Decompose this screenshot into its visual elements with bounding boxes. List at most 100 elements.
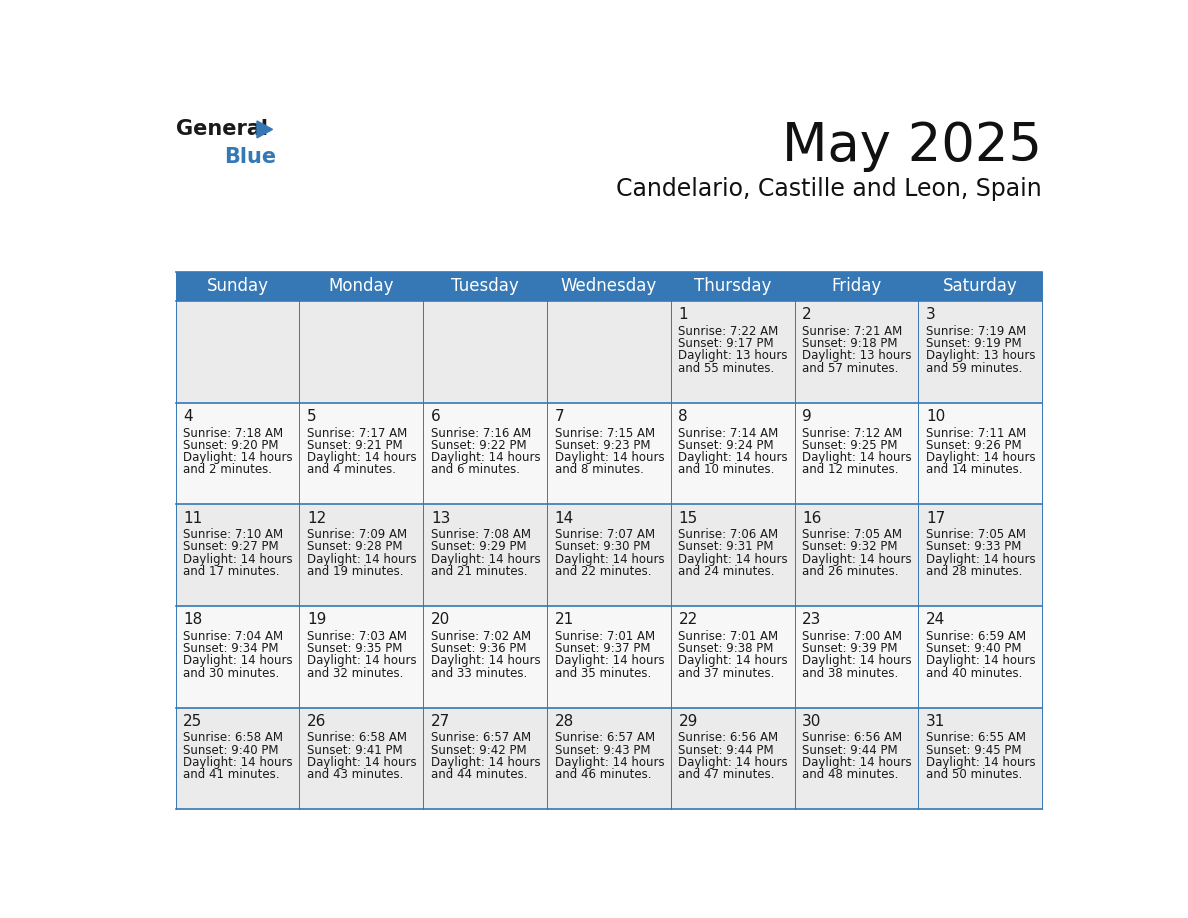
Text: Daylight: 14 hours: Daylight: 14 hours xyxy=(555,655,664,667)
Text: Sunset: 9:34 PM: Sunset: 9:34 PM xyxy=(183,642,279,655)
Text: Daylight: 14 hours: Daylight: 14 hours xyxy=(431,655,541,667)
Bar xyxy=(176,301,299,403)
Text: 17: 17 xyxy=(927,510,946,526)
Text: 5: 5 xyxy=(308,409,317,424)
Text: Sunrise: 7:08 AM: Sunrise: 7:08 AM xyxy=(431,528,531,542)
Text: Sunset: 9:35 PM: Sunset: 9:35 PM xyxy=(308,642,403,655)
Text: Daylight: 14 hours: Daylight: 14 hours xyxy=(431,553,541,565)
Text: Sunset: 9:39 PM: Sunset: 9:39 PM xyxy=(802,642,898,655)
Bar xyxy=(176,403,299,504)
Text: and 28 minutes.: and 28 minutes. xyxy=(927,565,1023,578)
Bar xyxy=(546,708,671,810)
Text: Saturday: Saturday xyxy=(943,277,1018,296)
Text: Sunset: 9:44 PM: Sunset: 9:44 PM xyxy=(678,744,775,756)
Text: Sunset: 9:23 PM: Sunset: 9:23 PM xyxy=(555,439,650,452)
Bar xyxy=(299,301,423,403)
Text: and 32 minutes.: and 32 minutes. xyxy=(308,666,404,679)
Text: 26: 26 xyxy=(308,714,327,729)
Text: 20: 20 xyxy=(431,612,450,627)
Text: 4: 4 xyxy=(183,409,192,424)
Text: 12: 12 xyxy=(308,510,327,526)
Text: Daylight: 14 hours: Daylight: 14 hours xyxy=(431,451,541,465)
Text: 11: 11 xyxy=(183,510,203,526)
Text: Daylight: 14 hours: Daylight: 14 hours xyxy=(183,553,293,565)
Text: 1: 1 xyxy=(678,308,688,322)
Text: Daylight: 13 hours: Daylight: 13 hours xyxy=(802,350,911,363)
Text: 21: 21 xyxy=(555,612,574,627)
Text: General: General xyxy=(176,119,267,140)
Text: Daylight: 14 hours: Daylight: 14 hours xyxy=(308,553,417,565)
Text: Sunset: 9:29 PM: Sunset: 9:29 PM xyxy=(431,541,526,554)
Text: and 6 minutes.: and 6 minutes. xyxy=(431,464,520,476)
Bar xyxy=(546,504,671,606)
Text: Sunrise: 7:21 AM: Sunrise: 7:21 AM xyxy=(802,325,903,338)
Text: Sunrise: 7:01 AM: Sunrise: 7:01 AM xyxy=(555,630,655,643)
Text: 24: 24 xyxy=(927,612,946,627)
Text: Sunset: 9:28 PM: Sunset: 9:28 PM xyxy=(308,541,403,554)
Text: and 17 minutes.: and 17 minutes. xyxy=(183,565,280,578)
Text: Sunset: 9:36 PM: Sunset: 9:36 PM xyxy=(431,642,526,655)
Text: Daylight: 14 hours: Daylight: 14 hours xyxy=(183,756,293,769)
Text: Daylight: 14 hours: Daylight: 14 hours xyxy=(927,655,1036,667)
Bar xyxy=(176,606,299,708)
Text: Sunset: 9:20 PM: Sunset: 9:20 PM xyxy=(183,439,279,452)
Text: and 59 minutes.: and 59 minutes. xyxy=(927,362,1023,375)
Text: Sunset: 9:42 PM: Sunset: 9:42 PM xyxy=(431,744,526,756)
Text: Sunrise: 7:22 AM: Sunrise: 7:22 AM xyxy=(678,325,779,338)
Text: Sunset: 9:21 PM: Sunset: 9:21 PM xyxy=(308,439,403,452)
Text: Sunrise: 6:56 AM: Sunrise: 6:56 AM xyxy=(678,732,778,744)
Bar xyxy=(671,504,795,606)
Text: and 57 minutes.: and 57 minutes. xyxy=(802,362,898,375)
Text: Tuesday: Tuesday xyxy=(451,277,519,296)
Bar xyxy=(546,606,671,708)
Text: 29: 29 xyxy=(678,714,697,729)
Text: Monday: Monday xyxy=(329,277,394,296)
Text: Daylight: 14 hours: Daylight: 14 hours xyxy=(678,756,788,769)
Text: Sunset: 9:33 PM: Sunset: 9:33 PM xyxy=(927,541,1022,554)
Text: 8: 8 xyxy=(678,409,688,424)
Text: Candelario, Castille and Leon, Spain: Candelario, Castille and Leon, Spain xyxy=(617,177,1042,201)
Text: and 10 minutes.: and 10 minutes. xyxy=(678,464,775,476)
Text: Daylight: 14 hours: Daylight: 14 hours xyxy=(308,756,417,769)
Text: Wednesday: Wednesday xyxy=(561,277,657,296)
Bar xyxy=(423,606,546,708)
Text: Daylight: 14 hours: Daylight: 14 hours xyxy=(802,655,912,667)
Text: Sunrise: 6:59 AM: Sunrise: 6:59 AM xyxy=(927,630,1026,643)
Text: Daylight: 14 hours: Daylight: 14 hours xyxy=(183,451,293,465)
Text: Daylight: 14 hours: Daylight: 14 hours xyxy=(555,756,664,769)
Bar xyxy=(795,301,918,403)
Text: 23: 23 xyxy=(802,612,822,627)
Text: Sunset: 9:22 PM: Sunset: 9:22 PM xyxy=(431,439,526,452)
Text: Daylight: 13 hours: Daylight: 13 hours xyxy=(927,350,1036,363)
Text: Daylight: 14 hours: Daylight: 14 hours xyxy=(431,756,541,769)
Text: and 33 minutes.: and 33 minutes. xyxy=(431,666,527,679)
Text: Sunset: 9:43 PM: Sunset: 9:43 PM xyxy=(555,744,650,756)
Bar xyxy=(176,504,299,606)
Text: Sunrise: 7:17 AM: Sunrise: 7:17 AM xyxy=(308,427,407,440)
Text: Sunset: 9:18 PM: Sunset: 9:18 PM xyxy=(802,337,898,350)
Text: and 2 minutes.: and 2 minutes. xyxy=(183,464,272,476)
Bar xyxy=(299,504,423,606)
Bar xyxy=(918,504,1042,606)
Text: Daylight: 14 hours: Daylight: 14 hours xyxy=(802,756,912,769)
Text: Sunrise: 6:56 AM: Sunrise: 6:56 AM xyxy=(802,732,903,744)
Text: Daylight: 14 hours: Daylight: 14 hours xyxy=(678,553,788,565)
Text: Sunset: 9:45 PM: Sunset: 9:45 PM xyxy=(927,744,1022,756)
Text: Daylight: 14 hours: Daylight: 14 hours xyxy=(927,756,1036,769)
Text: Sunrise: 6:57 AM: Sunrise: 6:57 AM xyxy=(555,732,655,744)
Text: and 43 minutes.: and 43 minutes. xyxy=(308,768,404,781)
Text: 25: 25 xyxy=(183,714,203,729)
Text: and 22 minutes.: and 22 minutes. xyxy=(555,565,651,578)
Text: Sunrise: 7:04 AM: Sunrise: 7:04 AM xyxy=(183,630,284,643)
Text: and 38 minutes.: and 38 minutes. xyxy=(802,666,898,679)
Text: Sunset: 9:40 PM: Sunset: 9:40 PM xyxy=(183,744,279,756)
Text: Sunrise: 7:16 AM: Sunrise: 7:16 AM xyxy=(431,427,531,440)
Bar xyxy=(299,606,423,708)
Text: Sunset: 9:41 PM: Sunset: 9:41 PM xyxy=(308,744,403,756)
Bar xyxy=(423,403,546,504)
Text: 9: 9 xyxy=(802,409,813,424)
Text: and 8 minutes.: and 8 minutes. xyxy=(555,464,644,476)
Bar xyxy=(795,504,918,606)
Text: 3: 3 xyxy=(927,308,936,322)
Bar xyxy=(671,708,795,810)
